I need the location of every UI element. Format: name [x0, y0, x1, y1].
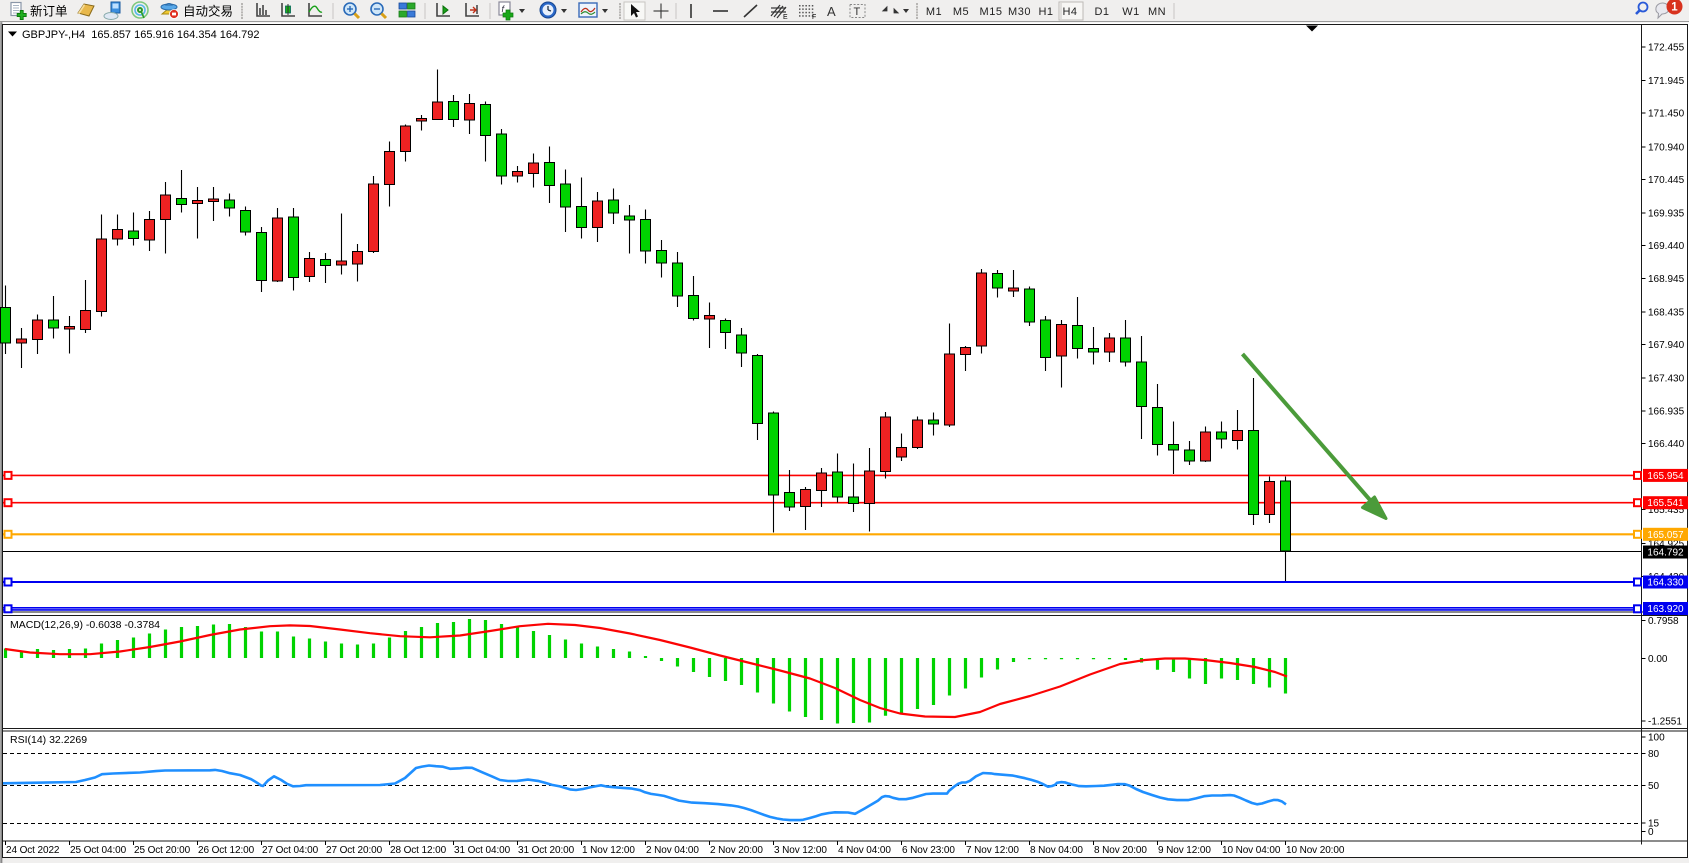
svg-text:31 Oct 04:00: 31 Oct 04:00	[454, 845, 511, 856]
svg-text:9 Nov 12:00: 9 Nov 12:00	[1158, 845, 1211, 856]
svg-text:170.445: 170.445	[1648, 175, 1685, 186]
svg-text:H1: H1	[1038, 6, 1053, 18]
svg-text:80: 80	[1648, 749, 1660, 760]
svg-text:自动交易: 自动交易	[183, 4, 233, 19]
svg-text:H4: H4	[1062, 6, 1077, 18]
svg-text:100: 100	[1648, 733, 1665, 744]
svg-text:170.940: 170.940	[1648, 142, 1685, 153]
svg-text:1: 1	[1671, 2, 1678, 14]
svg-text:T: T	[854, 6, 861, 18]
svg-text:8 Nov 04:00: 8 Nov 04:00	[1030, 845, 1083, 856]
svg-text:165.435: 165.435	[1648, 505, 1685, 516]
svg-text:171.945: 171.945	[1648, 76, 1685, 87]
svg-text:0.00: 0.00	[1648, 654, 1668, 665]
svg-text:6 Nov 23:00: 6 Nov 23:00	[902, 845, 955, 856]
svg-text:7 Nov 12:00: 7 Nov 12:00	[966, 845, 1019, 856]
svg-text:GBPJPY-,H4 165.857 165.916 16: GBPJPY-,H4 165.857 165.916 164.354 164.7…	[22, 29, 260, 41]
svg-text:165.954: 165.954	[1647, 471, 1684, 482]
svg-text:MN: MN	[1148, 6, 1166, 18]
svg-text:1 Nov 12:00: 1 Nov 12:00	[582, 845, 635, 856]
svg-text:164.330: 164.330	[1647, 578, 1684, 589]
svg-text:24 Oct 2022: 24 Oct 2022	[6, 845, 60, 856]
svg-text:-1.2551: -1.2551	[1648, 717, 1682, 728]
svg-text:8 Nov 20:00: 8 Nov 20:00	[1094, 845, 1147, 856]
svg-text:28 Oct 12:00: 28 Oct 12:00	[390, 845, 447, 856]
svg-text:M15: M15	[980, 6, 1003, 18]
svg-text:167.430: 167.430	[1648, 374, 1685, 385]
svg-text:E: E	[783, 14, 788, 21]
svg-text:171.450: 171.450	[1648, 109, 1685, 120]
svg-text:166.440: 166.440	[1648, 439, 1685, 450]
svg-text:M30: M30	[1008, 6, 1031, 18]
svg-text:25 Oct 20:00: 25 Oct 20:00	[134, 845, 191, 856]
svg-text:165.541: 165.541	[1647, 498, 1684, 509]
svg-text:F: F	[812, 14, 816, 21]
svg-text:M5: M5	[953, 6, 969, 18]
svg-text:25 Oct 04:00: 25 Oct 04:00	[70, 845, 127, 856]
svg-text:26 Oct 12:00: 26 Oct 12:00	[198, 845, 255, 856]
svg-text:W1: W1	[1122, 6, 1140, 18]
svg-text:50: 50	[1648, 781, 1660, 792]
svg-text:0: 0	[1648, 827, 1654, 838]
svg-text:31 Oct 20:00: 31 Oct 20:00	[518, 845, 575, 856]
svg-text:169.935: 169.935	[1648, 209, 1685, 220]
svg-text:164.925: 164.925	[1648, 539, 1685, 550]
svg-text:4 Nov 04:00: 4 Nov 04:00	[838, 845, 891, 856]
svg-text:2 Nov 04:00: 2 Nov 04:00	[646, 845, 699, 856]
svg-text:164.792: 164.792	[1647, 548, 1684, 559]
svg-text:168.435: 168.435	[1648, 307, 1685, 318]
svg-text:167.940: 167.940	[1648, 340, 1685, 351]
svg-text:10 Nov 04:00: 10 Nov 04:00	[1222, 845, 1281, 856]
svg-text:2 Nov 20:00: 2 Nov 20:00	[710, 845, 763, 856]
svg-text:165.057: 165.057	[1647, 530, 1684, 541]
svg-text:f: f	[502, 4, 506, 14]
svg-text:163.920: 163.920	[1647, 604, 1684, 615]
svg-text:0.7958: 0.7958	[1648, 616, 1679, 627]
svg-text:169.440: 169.440	[1648, 241, 1685, 252]
svg-text:168.945: 168.945	[1648, 274, 1685, 285]
svg-text:MACD(12,26,9) -0.6038 -0.3784: MACD(12,26,9) -0.6038 -0.3784	[10, 619, 160, 631]
svg-text:172.455: 172.455	[1648, 43, 1685, 54]
svg-text:166.935: 166.935	[1648, 406, 1685, 417]
svg-text:M1: M1	[926, 6, 942, 18]
svg-text:3 Nov 12:00: 3 Nov 12:00	[774, 845, 827, 856]
svg-text:27 Oct 20:00: 27 Oct 20:00	[326, 845, 383, 856]
svg-text:27 Oct 04:00: 27 Oct 04:00	[262, 845, 319, 856]
svg-text:A: A	[827, 4, 836, 19]
svg-text:RSI(14) 32.2269: RSI(14) 32.2269	[10, 734, 87, 746]
svg-text:新订单: 新订单	[30, 4, 68, 19]
svg-text:10 Nov 20:00: 10 Nov 20:00	[1286, 845, 1345, 856]
svg-text:15: 15	[1648, 819, 1660, 830]
svg-text:D1: D1	[1094, 6, 1109, 18]
